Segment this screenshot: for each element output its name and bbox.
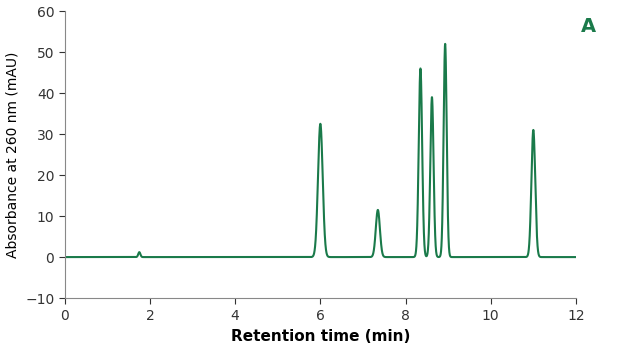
X-axis label: Retention time (min): Retention time (min)	[231, 329, 410, 344]
Text: A: A	[581, 17, 596, 36]
Y-axis label: Absorbance at 260 nm (mAU): Absorbance at 260 nm (mAU)	[6, 51, 20, 258]
